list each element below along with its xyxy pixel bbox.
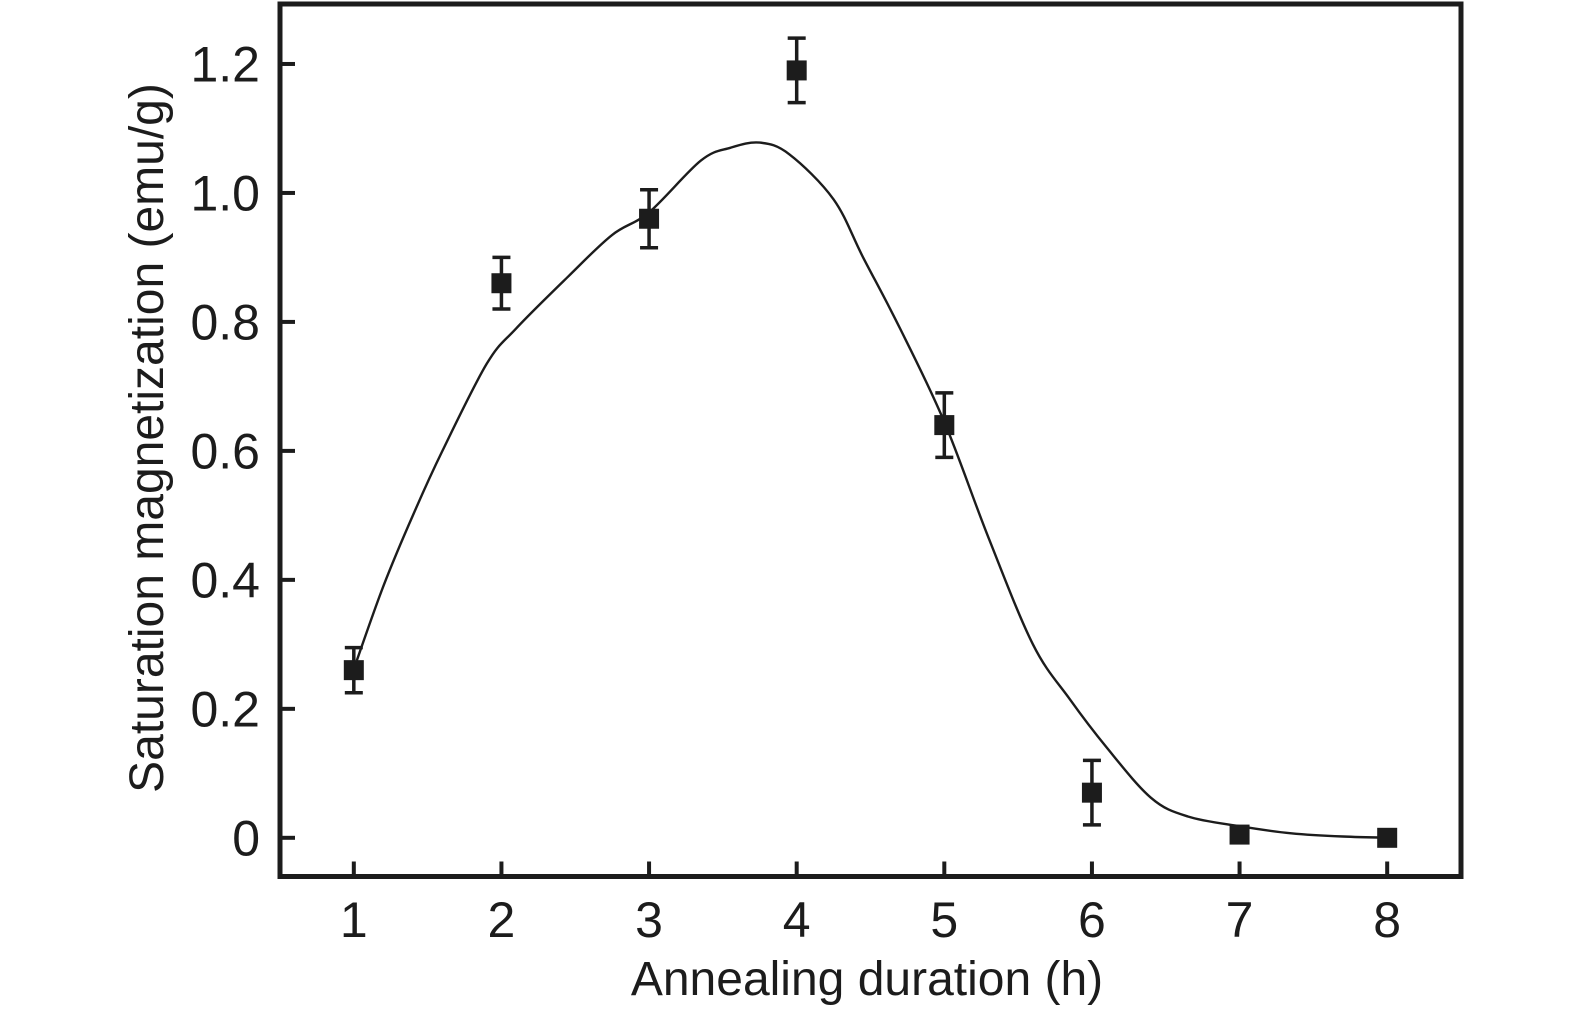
x-tick-label: 2 [488,892,516,948]
x-tick-label: 4 [783,892,811,948]
x-tick-label: 3 [635,892,663,948]
x-tick-label: 8 [1373,892,1401,948]
axes-frame-layer [277,1,1464,879]
x-tick-label: 6 [1078,892,1106,948]
data-point-square [1377,827,1398,848]
x-tick-label: 5 [930,892,958,948]
data-point-square [639,208,660,229]
tick-labels-layer: 1 2 3 4 5 6 7 8 0 0.2 0.4 0.6 0.8 1.0 1.2 [190,36,1401,948]
y-tick-label: 0 [232,810,260,866]
data-point-square [786,60,807,81]
error-bars-layer [344,36,1101,827]
y-tick-label: 0.2 [190,681,260,737]
plot-frame [277,1,1464,879]
data-point-square [934,415,955,436]
y-tick-label: 0.8 [190,294,260,350]
ticks-layer [282,61,1390,875]
y-tick-label: 0.6 [190,423,260,479]
x-tick-label: 1 [340,892,368,948]
x-tick-label: 7 [1226,892,1254,948]
y-tick-label: 1.0 [190,165,260,221]
y-axis-title: Saturation magnetization (emu/g) [121,83,174,793]
fit-curve [355,141,1395,839]
fit-curve-layer [355,141,1395,839]
y-tick-label: 1.2 [190,36,260,92]
data-point-square [1081,782,1102,803]
data-point-square [491,273,512,294]
x-axis-title: Annealing duration (h) [631,953,1103,1006]
y-tick-label: 0.4 [190,552,260,608]
data-points-layer [343,60,1398,848]
data-point-square [343,660,364,681]
data-point-square [1229,824,1250,845]
